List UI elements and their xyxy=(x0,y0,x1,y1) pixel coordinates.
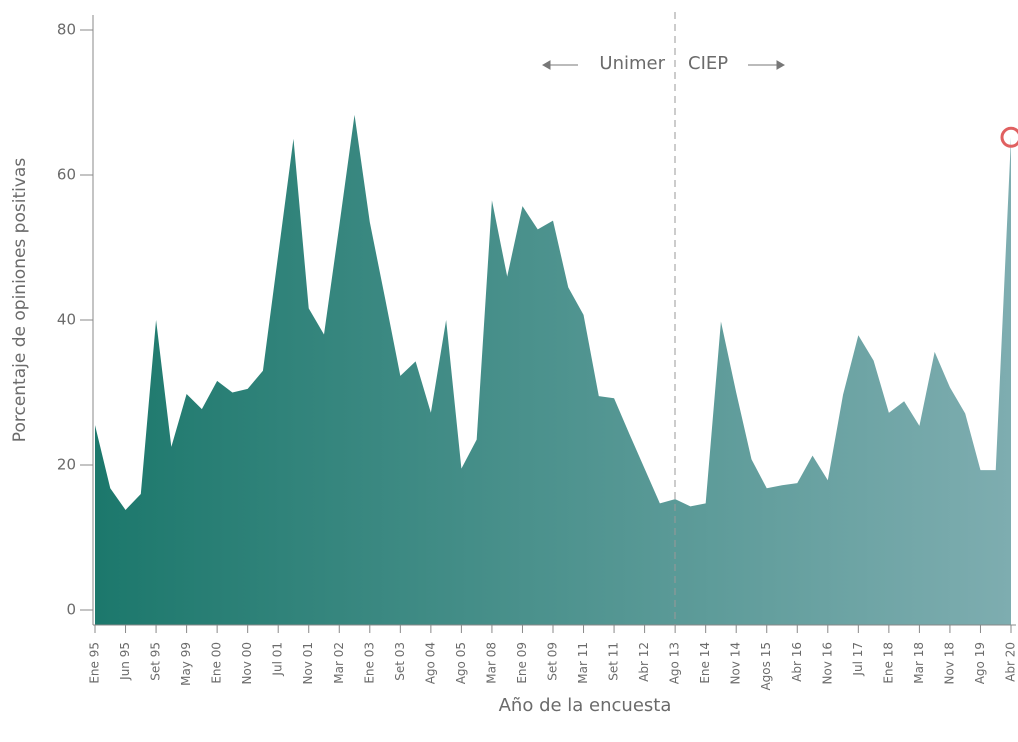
x-tick-label: Jul 01 xyxy=(271,642,285,677)
x-tick-label: Nov 14 xyxy=(729,642,743,685)
x-tick-label: Set 11 xyxy=(607,642,621,681)
area xyxy=(95,114,1011,625)
x-tick-label: May 99 xyxy=(179,642,193,686)
x-tick-label: Nov 01 xyxy=(301,642,315,685)
y-tick-label: 80 xyxy=(57,21,76,39)
x-tick-label: Ene 18 xyxy=(881,642,895,684)
x-tick-label: Ene 95 xyxy=(88,642,102,684)
x-tick-label: Mar 02 xyxy=(332,642,346,684)
x-axis-title: Año de la encuesta xyxy=(499,695,672,716)
x-tick-label: Ene 09 xyxy=(515,642,529,684)
x-tick-label: Ago 04 xyxy=(423,642,437,684)
x-tick-label: Set 09 xyxy=(546,642,560,681)
y-tick-label: 20 xyxy=(57,456,76,474)
y-tick-label: 40 xyxy=(57,311,76,329)
x-tick-label: Set 03 xyxy=(393,642,407,681)
x-tick-label: Ago 13 xyxy=(668,642,682,684)
annotation: CIEP xyxy=(688,53,728,74)
y-tick-label: 60 xyxy=(57,166,76,184)
x-tick-label: Ago 19 xyxy=(973,642,987,684)
x-tick-label: Set 95 xyxy=(149,642,163,681)
x-tick-label: Abr 20 xyxy=(1004,642,1018,682)
x-tick-label: Mar 11 xyxy=(576,642,590,684)
x-tick-label: Ago 05 xyxy=(454,642,468,684)
x-tick-label: Mar 08 xyxy=(484,642,498,684)
x-tick-label: Nov 16 xyxy=(820,642,834,685)
x-tick-label: Jul 17 xyxy=(851,642,865,677)
x-tick-label: Abr 16 xyxy=(790,642,804,682)
x-tick-label: Jun 95 xyxy=(118,642,132,681)
x-tick-label: Abr 12 xyxy=(637,642,651,682)
highlight-marker xyxy=(1000,126,1018,148)
annotation: Unimer xyxy=(599,53,665,74)
x-tick-label: Ene 14 xyxy=(698,642,712,684)
x-tick-label: Mar 18 xyxy=(912,642,926,684)
y-tick-label: 0 xyxy=(66,601,76,619)
arrows xyxy=(541,60,786,70)
x-tick-label: Ene 03 xyxy=(362,642,376,684)
x-tick-label: Nov 00 xyxy=(240,642,254,685)
x-tick-label: Ene 00 xyxy=(210,642,224,684)
y-axis-title: Porcentaje de opiniones positivas xyxy=(10,158,30,443)
x-tick-label: Agos 15 xyxy=(759,642,773,691)
x-tick-label: Nov 18 xyxy=(942,642,956,685)
